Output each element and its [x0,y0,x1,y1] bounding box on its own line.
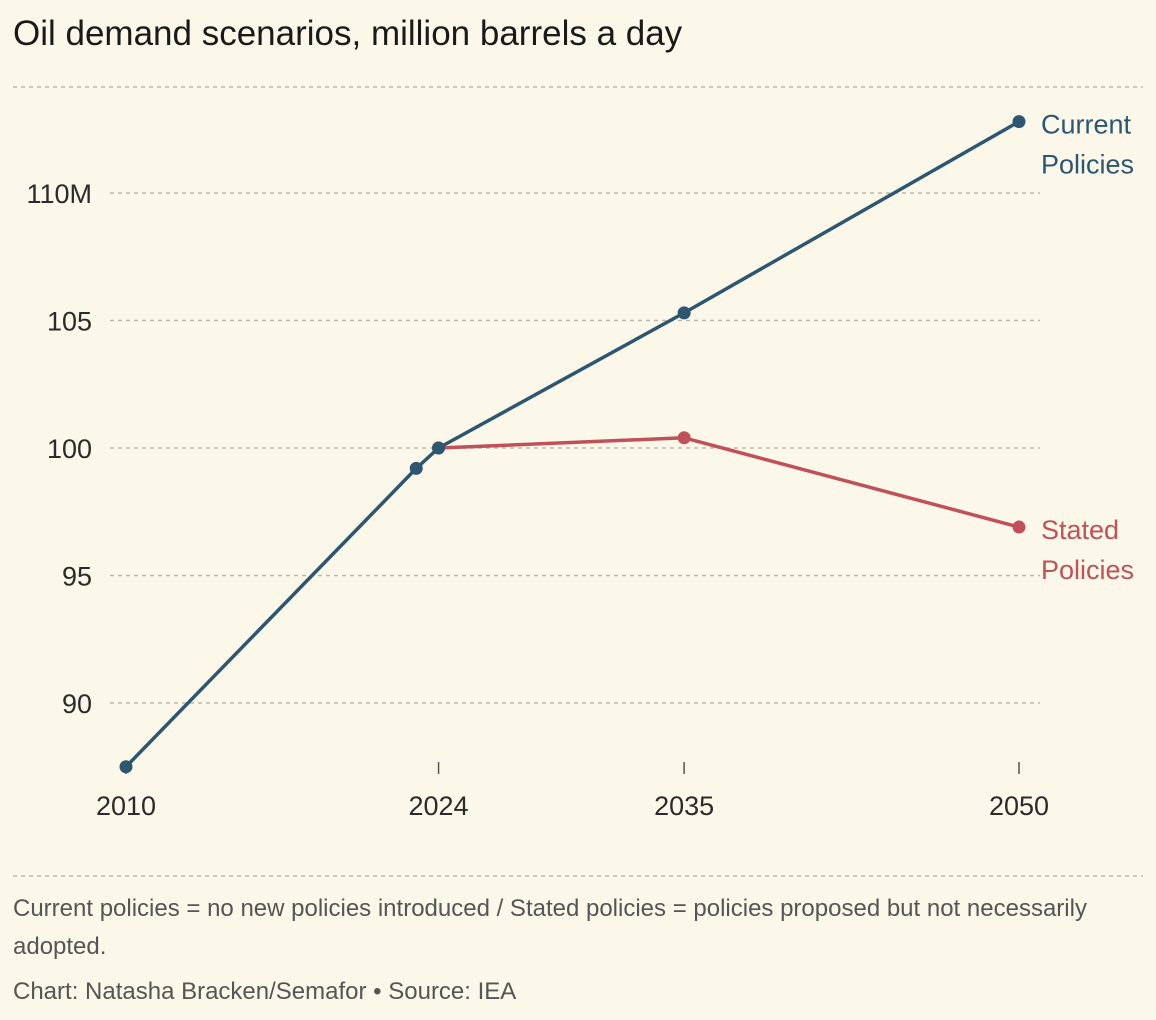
stated-policies-label-line: Policies [1041,555,1134,585]
current-policies-point [119,760,133,774]
x-tick-label: 2035 [654,791,714,821]
stated-policies-point [677,431,691,445]
current-policies-label: Current Policies [1041,110,1134,180]
y-tick-label: 100 [47,434,92,464]
x-tick-label: 2010 [96,791,156,821]
series-label-layer: Stated Policies Current Policies [1041,110,1134,585]
x-tick-label: 2024 [409,791,469,821]
x-tick-label: 2050 [989,791,1049,821]
current-policies-label-line: Policies [1041,150,1134,180]
chart-title: Oil demand scenarios, million barrels a … [13,14,683,53]
line-chart: 90 95 100 105 110M 2010 2024 2035 2050 Stated Pol… [13,86,1143,877]
axis-layer: 90 95 100 105 110M 2010 2024 2035 2050 [26,179,1049,821]
y-tick-label: 105 [47,307,92,337]
stated-policies-label: Stated Policies [1041,515,1134,585]
credit-line: Chart: Natasha Bracken/Semafor • Source:… [13,978,517,1005]
current-policies-label-line: Current [1041,110,1132,140]
series-layer [119,115,1026,774]
stated-policies-point [1012,520,1026,534]
y-tick-label: 95 [62,562,92,592]
grid-layer [13,86,1143,877]
stated-policies-label-line: Stated [1041,515,1119,545]
current-policies-point [409,461,423,475]
current-policies-point [432,441,446,455]
current-policies-point [677,306,691,320]
y-tick-label: 110M [26,179,92,209]
current-policies-point [1012,115,1026,129]
y-tick-label: 90 [62,689,92,719]
footnote: Current policies = no new policies intro… [13,895,1087,960]
stated-policies-line [436,436,1021,529]
